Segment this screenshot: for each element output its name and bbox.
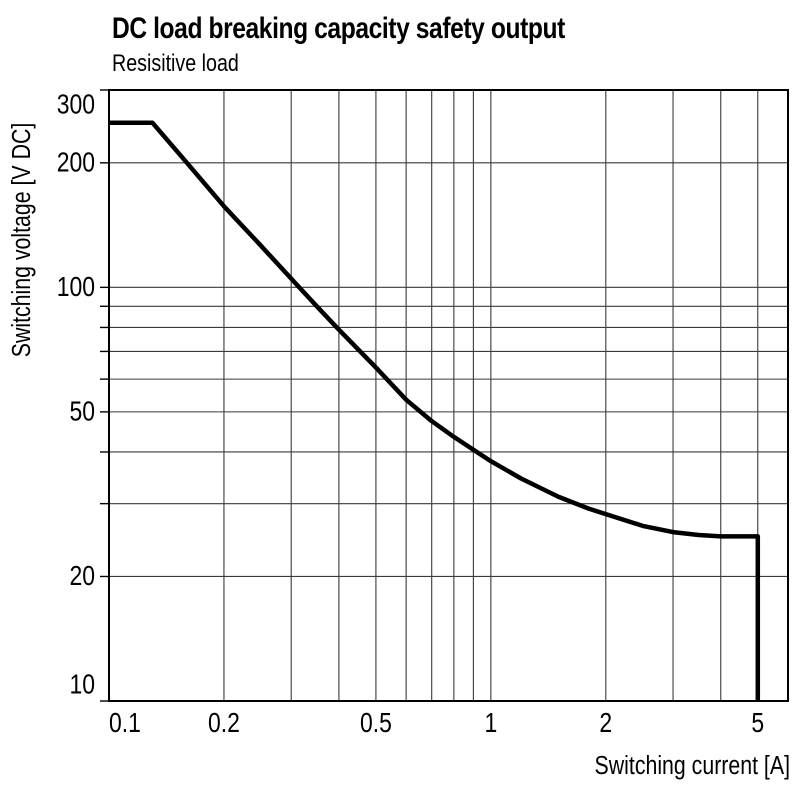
y-tick-label: 20 <box>69 561 95 592</box>
chart-title: DC load breaking capacity safety output <box>112 12 565 45</box>
y-tick-label: 100 <box>57 272 95 303</box>
y-tick-label: 200 <box>57 148 95 179</box>
y-axis-title: Switching voltage [V DC] <box>7 123 37 358</box>
y-tick-label: 10 <box>69 670 95 701</box>
x-tick-label: 0.1 <box>109 708 141 739</box>
x-tick-label: 5 <box>751 708 764 739</box>
y-tick-label: 50 <box>69 397 95 428</box>
x-tick-label: 0.2 <box>208 708 240 739</box>
x-tick-label: 1 <box>484 708 497 739</box>
y-tick-label: 300 <box>57 90 95 121</box>
x-axis-title: Switching current [A] <box>595 751 790 781</box>
x-tick-label: 0.5 <box>360 708 392 739</box>
capacity-curve <box>109 120 761 701</box>
x-tick-label: 2 <box>599 708 612 739</box>
plot-border <box>108 89 789 702</box>
chart-subtitle: Resisitive load <box>112 50 239 77</box>
